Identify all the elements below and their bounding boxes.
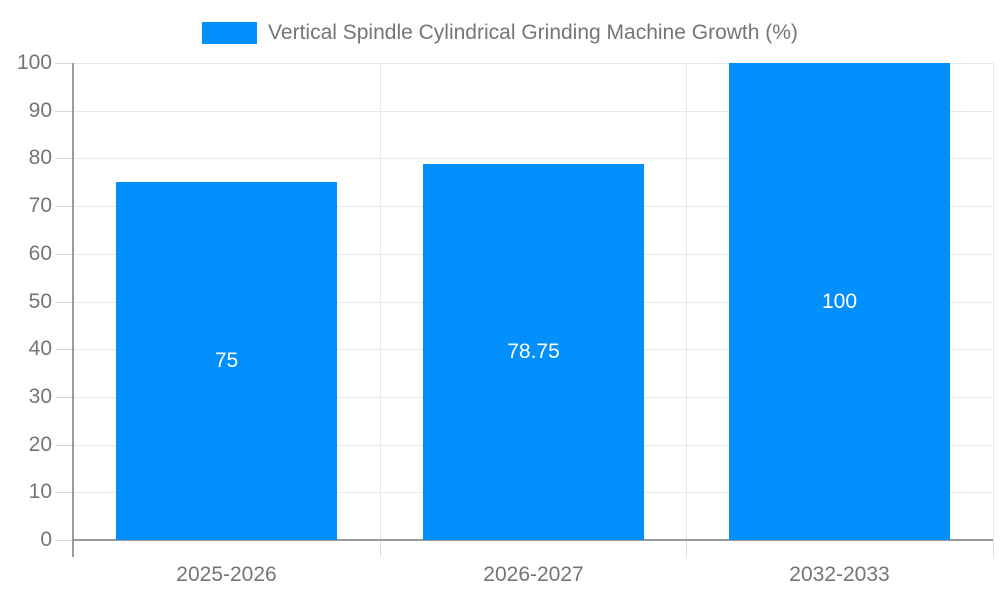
y-axis-label: 10 xyxy=(28,480,52,503)
x-axis-label: 2025-2026 xyxy=(176,563,277,586)
y-axis-tick xyxy=(55,111,73,112)
y-axis-tick xyxy=(55,63,73,64)
x-axis-tick xyxy=(686,540,687,557)
legend-label: Vertical Spindle Cylindrical Grinding Ma… xyxy=(268,21,798,44)
bar[interactable] xyxy=(423,164,644,540)
x-axis-label: 2026-2027 xyxy=(483,563,584,586)
bar-value-label: 78.75 xyxy=(507,340,560,363)
y-axis-tick xyxy=(55,540,73,541)
legend-swatch-icon xyxy=(202,22,258,44)
y-axis-label: 40 xyxy=(28,337,52,360)
y-axis-tick xyxy=(55,158,73,159)
y-axis-label: 0 xyxy=(40,528,52,551)
y-axis-tick xyxy=(55,445,73,446)
legend[interactable]: Vertical Spindle Cylindrical Grinding Ma… xyxy=(0,20,1000,46)
y-axis-label: 20 xyxy=(28,433,52,456)
y-axis-label: 70 xyxy=(28,194,52,217)
bar-value-label: 75 xyxy=(214,349,239,372)
y-axis-label: 90 xyxy=(28,99,52,122)
y-gridline xyxy=(73,63,993,64)
bar-value-label: 100 xyxy=(821,290,858,313)
y-gridline xyxy=(73,158,993,159)
y-axis-tick xyxy=(55,492,73,493)
y-axis-tick xyxy=(55,254,73,255)
y-axis-label: 50 xyxy=(28,290,52,313)
y-axis-tick xyxy=(55,397,73,398)
y-axis-label: 80 xyxy=(28,146,52,169)
bar[interactable] xyxy=(116,182,337,540)
x-axis-tick xyxy=(380,540,381,557)
x-gridline xyxy=(686,63,687,540)
x-axis-line xyxy=(73,539,993,541)
y-axis-tick xyxy=(55,206,73,207)
bar[interactable] xyxy=(729,63,950,540)
y-gridline xyxy=(73,111,993,112)
y-axis-tick xyxy=(55,349,73,350)
x-axis-label: 2032-2033 xyxy=(789,563,890,586)
y-axis-line xyxy=(72,63,74,557)
y-axis-label: 60 xyxy=(28,242,52,265)
x-gridline xyxy=(993,63,994,540)
x-axis-tick xyxy=(993,540,994,557)
x-gridline xyxy=(380,63,381,540)
y-axis-label: 100 xyxy=(16,51,52,74)
y-axis-tick xyxy=(55,302,73,303)
y-axis-label: 30 xyxy=(28,385,52,408)
